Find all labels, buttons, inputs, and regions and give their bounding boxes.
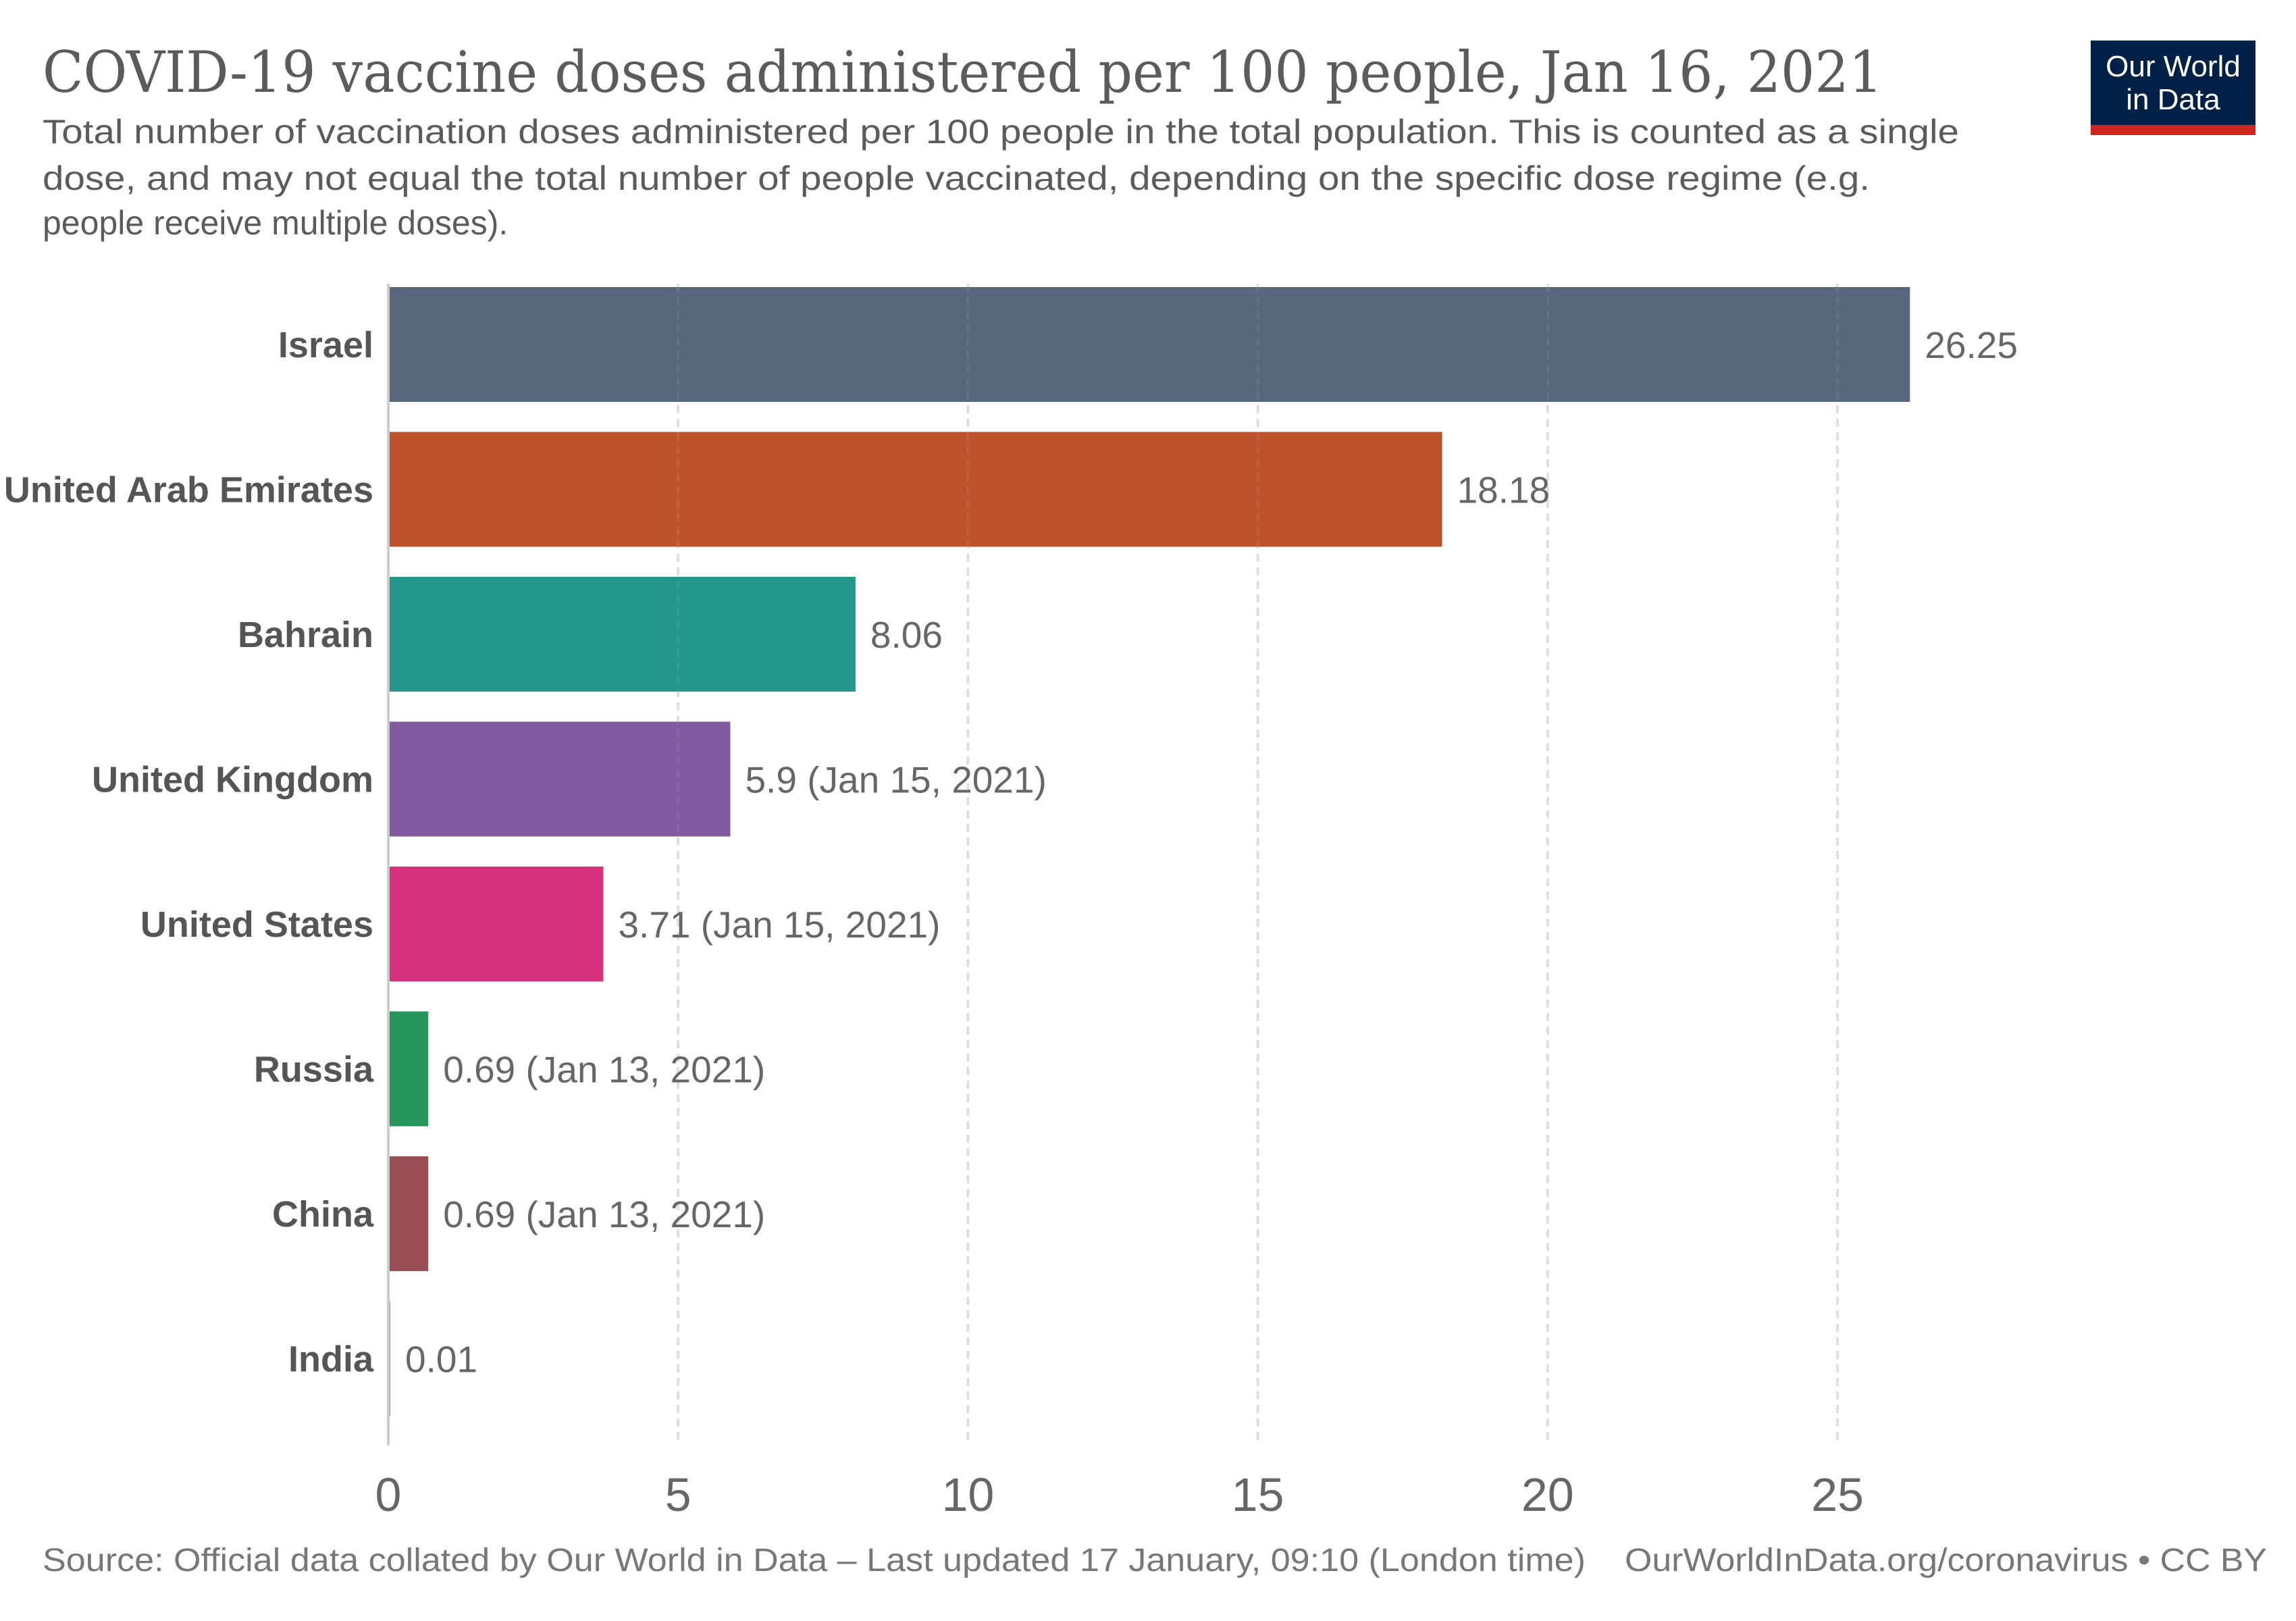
category-label[interactable]: Russia bbox=[254, 1050, 374, 1090]
category-label[interactable]: Israel bbox=[278, 325, 373, 365]
value-label: 8.06 bbox=[870, 614, 943, 656]
x-tick-label: 10 bbox=[941, 1468, 994, 1521]
bar-united-arab-emirates[interactable] bbox=[388, 432, 1442, 547]
bar-bahrain[interactable] bbox=[388, 577, 856, 692]
bar-united-kingdom[interactable] bbox=[388, 721, 731, 837]
chart-subtitle-line-2: dose, and may not equal the total number… bbox=[43, 159, 1870, 197]
category-label[interactable]: United States bbox=[140, 904, 373, 945]
category-label[interactable]: Bahrain bbox=[238, 615, 373, 655]
value-label: 18.18 bbox=[1457, 469, 1550, 511]
footer-link[interactable]: OurWorldInData.org/coronavirus • CC BY bbox=[1625, 1543, 2267, 1578]
value-label: 0.69 (Jan 13, 2021) bbox=[443, 1193, 765, 1235]
bar-israel[interactable] bbox=[388, 287, 1910, 402]
value-label: 0.69 (Jan 13, 2021) bbox=[443, 1049, 765, 1091]
x-tick-label: 25 bbox=[1811, 1468, 1864, 1521]
x-axis-tick-labels: 0 5 10 15 20 25 bbox=[375, 1468, 1864, 1521]
chart-subtitle-line-3: people receive multiple doses). bbox=[43, 204, 508, 242]
bar-united-states[interactable] bbox=[388, 867, 604, 981]
footer-source: Source: Official data collated by Our Wo… bbox=[43, 1543, 1586, 1578]
bar-russia[interactable] bbox=[388, 1011, 429, 1127]
value-label: 3.71 (Jan 15, 2021) bbox=[618, 904, 940, 946]
category-label[interactable]: India bbox=[288, 1339, 374, 1380]
value-labels: 26.25 18.18 8.06 5.9 (Jan 15, 2021) 3.71 (Ja… bbox=[405, 324, 2018, 1381]
logo-accent-bar bbox=[2091, 125, 2255, 135]
logo-text-line-2: in Data bbox=[2126, 83, 2220, 116]
x-tick-label: 5 bbox=[665, 1468, 692, 1521]
x-tick-label: 0 bbox=[375, 1468, 402, 1521]
logo-text-line-1: Our World bbox=[2106, 50, 2241, 83]
value-label: 26.25 bbox=[1925, 324, 2018, 366]
logo-background bbox=[2091, 41, 2255, 125]
chart-title: COVID-19 vaccine doses administered per … bbox=[43, 39, 1883, 105]
category-label[interactable]: United Arab Emirates bbox=[4, 470, 373, 511]
owid-logo[interactable]: Our World in Data bbox=[2091, 41, 2255, 135]
bar-china[interactable] bbox=[388, 1156, 429, 1271]
x-tick-label: 15 bbox=[1232, 1468, 1284, 1521]
value-label: 0.01 bbox=[405, 1339, 477, 1381]
value-label: 5.9 (Jan 15, 2021) bbox=[745, 759, 1046, 801]
gridlines-overlay bbox=[677, 284, 1839, 1445]
chart-subtitle-line-1: Total number of vaccination doses admini… bbox=[43, 113, 1959, 151]
category-label[interactable]: United Kingdom bbox=[92, 760, 373, 800]
x-tick-label: 20 bbox=[1521, 1468, 1574, 1521]
category-label[interactable]: China bbox=[272, 1194, 374, 1235]
category-labels: Israel United Arab Emirates Bahrain United … bbox=[4, 325, 374, 1380]
bars bbox=[388, 287, 1910, 1416]
